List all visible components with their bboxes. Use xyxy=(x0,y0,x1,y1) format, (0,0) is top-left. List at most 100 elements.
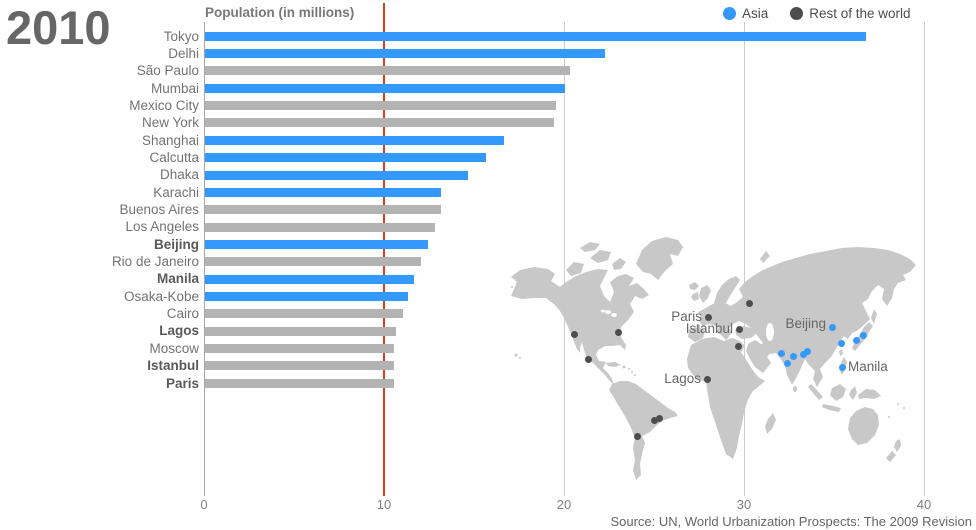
map-city-label-paris: Paris xyxy=(671,309,702,324)
legend-item-asia: Asia xyxy=(723,6,768,21)
bar-s-o-paulo xyxy=(205,66,571,76)
tick-label-40: 40 xyxy=(916,497,932,512)
bar-istanbul xyxy=(205,361,394,371)
map-dot-beijing xyxy=(828,323,836,331)
italy xyxy=(717,327,729,340)
city-label-mexico-city: Mexico City xyxy=(129,97,199,113)
tick-label-20: 20 xyxy=(556,497,572,512)
city-label-manila: Manila xyxy=(156,271,199,287)
map-dot-shanghai xyxy=(837,339,845,347)
australia xyxy=(848,407,879,445)
bar-new-york xyxy=(205,118,555,128)
arabia xyxy=(746,340,772,373)
city-label-istanbul: Istanbul xyxy=(147,358,199,374)
city-label-calcutta: Calcutta xyxy=(149,149,199,165)
caspian-sea xyxy=(766,323,774,341)
bar-delhi xyxy=(205,49,605,59)
gridline-40 xyxy=(923,22,925,496)
bar-mexico-city xyxy=(205,101,556,111)
city-label-los-angeles: Los Angeles xyxy=(125,219,199,235)
city-label-moscow: Moscow xyxy=(149,340,199,356)
map-city-label-beijing: Beijing xyxy=(785,316,826,331)
map-dot-buenos-aires xyxy=(633,432,641,440)
city-label-paris: Paris xyxy=(165,375,199,391)
map-dot-osaka-kobe xyxy=(852,336,860,344)
map-dot-dhaka xyxy=(803,347,811,355)
bar-karachi xyxy=(205,187,441,197)
city-label-cairo: Cairo xyxy=(166,306,199,322)
bar-moscow xyxy=(205,344,394,353)
bar-mumbai xyxy=(205,83,565,93)
map-dot-los-angeles xyxy=(570,330,578,338)
map-dot-rio-de-janeiro xyxy=(655,414,663,422)
year-title: 2010 xyxy=(6,1,111,54)
map-dot-calcutta xyxy=(799,350,807,358)
iceland xyxy=(689,282,699,290)
greenland xyxy=(636,237,683,280)
bar-dhaka xyxy=(205,170,468,180)
city-label-new-york: New York xyxy=(141,115,199,131)
bar-lagos xyxy=(205,326,396,336)
city-label-dhaka: Dhaka xyxy=(159,167,199,183)
gridline-30 xyxy=(743,22,745,496)
bar-tokyo xyxy=(205,31,866,41)
city-label-s-o-paulo: São Paulo xyxy=(136,63,199,79)
madagascar xyxy=(765,413,776,434)
map-dot-tokyo xyxy=(859,331,867,339)
city-label-osaka-kobe: Osaka-Kobe xyxy=(123,288,199,304)
legend-item-rest: Rest of the world xyxy=(790,6,911,21)
bar-buenos-aires xyxy=(205,205,441,215)
map-city-label-istanbul: Istanbul xyxy=(685,321,733,336)
city-label-rio-de-janeiro: Rio de Janeiro xyxy=(111,254,199,270)
map-city-label-manila: Manila xyxy=(848,359,888,374)
city-label-mumbai: Mumbai xyxy=(150,80,199,96)
asia-dot-icon xyxy=(723,6,736,20)
ireland xyxy=(691,292,699,301)
africa xyxy=(687,337,765,459)
map-dot-delhi xyxy=(789,352,797,360)
bar-rio-de-janeiro xyxy=(205,257,421,267)
map-dot-mumbai xyxy=(783,359,791,367)
great-britain xyxy=(699,285,711,303)
legend: Asia Rest of the world xyxy=(723,3,933,23)
map-city-label-lagos: Lagos xyxy=(664,371,701,386)
gridline-20 xyxy=(563,22,565,496)
world-map-svg xyxy=(511,237,916,480)
map-dot-lagos xyxy=(703,375,711,383)
bar-beijing xyxy=(205,239,429,249)
city-label-beijing: Beijing xyxy=(153,236,199,252)
city-label-karachi: Karachi xyxy=(153,184,199,200)
city-label-delhi: Delhi xyxy=(168,45,199,61)
city-label-lagos: Lagos xyxy=(159,323,199,339)
north-america xyxy=(511,267,649,385)
map-dot-karachi xyxy=(777,349,785,357)
legend-label: Asia xyxy=(742,5,769,21)
new-guinea xyxy=(858,389,881,399)
tick-label-0: 0 xyxy=(200,497,208,512)
axis-title: Population (in millions) xyxy=(205,5,355,20)
great-lakes xyxy=(605,310,611,314)
eurasia xyxy=(698,247,916,387)
world-map xyxy=(508,232,976,484)
map-dot-paris xyxy=(704,313,712,321)
scandinavia xyxy=(714,276,740,306)
city-label-tokyo: Tokyo xyxy=(163,28,199,44)
reference-line xyxy=(383,3,385,496)
bar-cairo xyxy=(205,309,403,319)
cuba xyxy=(606,362,621,367)
bar-paris xyxy=(205,378,394,388)
source-note: Source: UN, World Urbanization Prospects… xyxy=(610,514,972,529)
map-dot-moscow xyxy=(745,299,753,307)
bar-los-angeles xyxy=(205,222,436,232)
bar-manila xyxy=(205,274,414,284)
tick-label-10: 10 xyxy=(376,497,392,512)
tick-label-30: 30 xyxy=(736,497,752,512)
city-label-shanghai: Shanghai xyxy=(141,132,199,148)
bar-shanghai xyxy=(205,135,504,145)
map-dot-mexico-city xyxy=(584,355,592,363)
bar-osaka-kobe xyxy=(205,291,409,301)
map-dot-istanbul xyxy=(735,325,743,333)
bar-calcutta xyxy=(205,153,486,163)
new-zealand xyxy=(894,439,901,452)
